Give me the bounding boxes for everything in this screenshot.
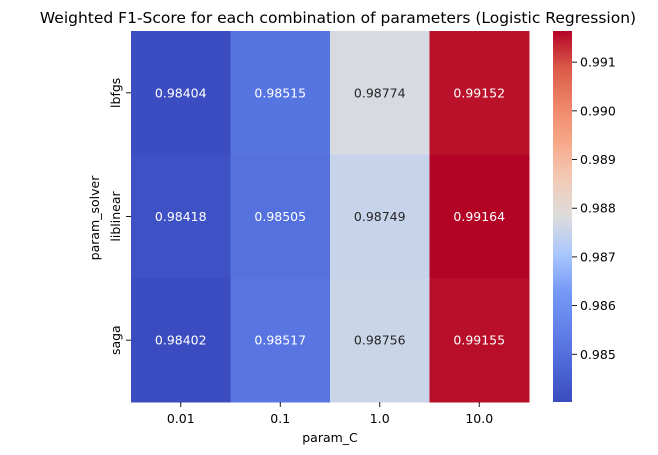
heatmap-cell: [131, 278, 231, 403]
x-tick-label: 10.0: [465, 411, 493, 426]
colorbar-tick-label: 0.986: [580, 298, 616, 313]
y-axis: lbfgs liblinear saga: [108, 78, 131, 355]
heatmap-cell: [330, 278, 430, 403]
colorbar: [553, 31, 572, 402]
cell-value-label: 0.98505: [254, 209, 306, 224]
y-tick-label: liblinear: [108, 191, 123, 242]
colorbar-tick-label: 0.989: [580, 152, 616, 167]
colorbar-axis: 0.985 0.986 0.987 0.988 0.989 0.990 0.991: [572, 55, 616, 362]
cell-value-label: 0.98402: [155, 333, 207, 348]
colorbar-tick-label: 0.987: [580, 249, 616, 264]
heatmap-cell: [131, 154, 231, 279]
cell-value-label: 0.98418: [155, 209, 207, 224]
heatmap-cell: [330, 154, 430, 279]
x-tick-label: 0.01: [167, 411, 195, 426]
cell-value-label: 0.98756: [354, 333, 406, 348]
heatmap-cell: [230, 31, 331, 156]
cell-value-label: 0.98517: [254, 333, 306, 348]
x-tick-label: 0.1: [270, 411, 290, 426]
cell-value-label: 0.98404: [155, 85, 207, 100]
cell-value-label: 0.99152: [453, 85, 505, 100]
heatmap-cells: 0.98404 0.98515 0.98774 0.99152 0.98418 0.985…: [131, 31, 530, 403]
heatmap-cell: [330, 31, 430, 156]
y-tick-label: saga: [108, 325, 123, 355]
x-axis: 0.01 0.1 1.0 10.0: [167, 402, 493, 426]
chart-title: Weighted F1-Score for each combination o…: [40, 9, 636, 27]
heatmap-cell: [230, 278, 331, 403]
colorbar-tick-label: 0.990: [580, 103, 616, 118]
cell-value-label: 0.98515: [254, 85, 306, 100]
colorbar-tick-label: 0.985: [580, 347, 616, 362]
heatmap-cell: [131, 31, 231, 156]
x-axis-label: param_C: [302, 430, 358, 445]
heatmap-cell: [429, 154, 530, 279]
cell-value-label: 0.98749: [354, 209, 406, 224]
cell-value-label: 0.98774: [354, 85, 406, 100]
heatmap-cell: [429, 278, 530, 403]
heatmap-cell: [230, 154, 331, 279]
cell-value-label: 0.99155: [453, 333, 505, 348]
colorbar-tick-label: 0.988: [580, 201, 616, 216]
y-axis-label: param_solver: [87, 175, 102, 261]
cell-value-label: 0.99164: [453, 209, 505, 224]
colorbar-tick-label: 0.991: [580, 55, 616, 70]
y-tick-label: lbfgs: [108, 78, 123, 108]
x-tick-label: 1.0: [370, 411, 390, 426]
heatmap-cell: [429, 31, 530, 156]
